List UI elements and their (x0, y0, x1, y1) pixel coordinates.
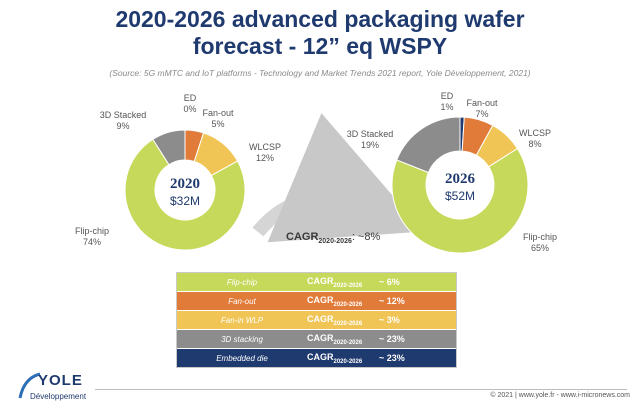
cagr-row: 3D stacking CAGR2020-2026 ~ 23% (177, 330, 456, 349)
overall-cagr-label: CAGR2020-2026: ~8% (286, 231, 381, 245)
slice-label-3d-stacked-2026: 3D Stacked 19% (347, 129, 394, 150)
slice-label-flip-chip-2020: Flip-chip 74% (75, 226, 109, 247)
cagr-row-value: ~ 12% (379, 296, 405, 306)
slice-3d-stacked-2020 (152, 129, 186, 166)
center-year-2020: 2020 (170, 176, 200, 192)
cagr-row-name: Flip-chip (226, 277, 258, 287)
slice-label-wlcsp-2020: WLCSP 12% (249, 142, 281, 163)
slice-label-fan-out-2020: Fan-out 5% (202, 108, 234, 129)
page-title: 2020-2026 advanced packaging wafer forec… (0, 6, 640, 60)
slice-label-fan-out-2026: Fan-out 7% (466, 98, 498, 119)
logo-name: YOLE (38, 372, 83, 389)
cagr-row-value: ~ 6% (379, 277, 400, 287)
center-year-2026: 2026 (445, 171, 476, 187)
slice-label-ed-2026: ED 1% (440, 91, 453, 112)
source-note: (Source: 5G mMTC and IoT platforms - Tec… (109, 68, 531, 78)
cagr-row-label: CAGR2020-2026 (307, 313, 363, 327)
cagr-row-value: ~ 23% (379, 334, 405, 344)
logo-subtitle: Développement (30, 392, 87, 401)
cagr-row-name: Embedded die (216, 353, 268, 363)
cagr-table: Flip-chip CAGR2020-2026 ~ 6% Fan-out CAGR202… (176, 272, 457, 368)
center-value-2026: $52M (445, 189, 475, 203)
center-value-2020: $32M (170, 194, 200, 208)
slice-label-wlcsp-2026: WLCSP 8% (519, 128, 551, 149)
cagr-row: Embedded die CAGR2020-2026 ~ 23% (177, 349, 456, 367)
slice-flip-chip-2020 (124, 138, 246, 251)
cagr-row-name: Fan-out (228, 296, 256, 306)
slice-3d-stacked-2026 (396, 116, 461, 174)
cagr-row: Fan-in WLP CAGR2020-2026 ~ 3% (177, 311, 456, 330)
footer-divider (95, 389, 627, 390)
cagr-row-label: CAGR2020-2026 (307, 275, 363, 289)
cagr-row-value: ~ 3% (379, 315, 400, 325)
slice-label-ed-2020: ED 0% (183, 93, 196, 114)
title-line-2: forecast - 12” eq WSPY (192, 33, 448, 59)
yole-logo (18, 370, 98, 410)
cagr-row-value: ~ 23% (379, 353, 405, 363)
cagr-row-name: 3D stacking (221, 334, 263, 344)
slice-label-3d-stacked-2020: 3D Stacked 9% (100, 110, 147, 131)
cagr-row-label: CAGR2020-2026 (307, 351, 363, 365)
cagr-row: Fan-out CAGR2020-2026 ~ 12% (177, 292, 456, 311)
cagr-row-label: CAGR2020-2026 (307, 294, 363, 308)
footer-copyright: © 2021 | www.yole.fr - www.i-micronews.c… (490, 392, 630, 399)
cagr-row-name: Fan-in WLP (220, 315, 264, 325)
cagr-row: Flip-chip CAGR2020-2026 ~ 6% (177, 273, 456, 292)
cagr-row-label: CAGR2020-2026 (307, 332, 363, 346)
title-line-1: 2020-2026 advanced packaging wafer (115, 6, 525, 32)
logo-mark-icon (18, 372, 41, 399)
slice-label-flip-chip-2026: Flip-chip 65% (523, 232, 557, 253)
growth-arrow (252, 113, 424, 243)
slice-flip-chip-2026 (391, 147, 529, 254)
